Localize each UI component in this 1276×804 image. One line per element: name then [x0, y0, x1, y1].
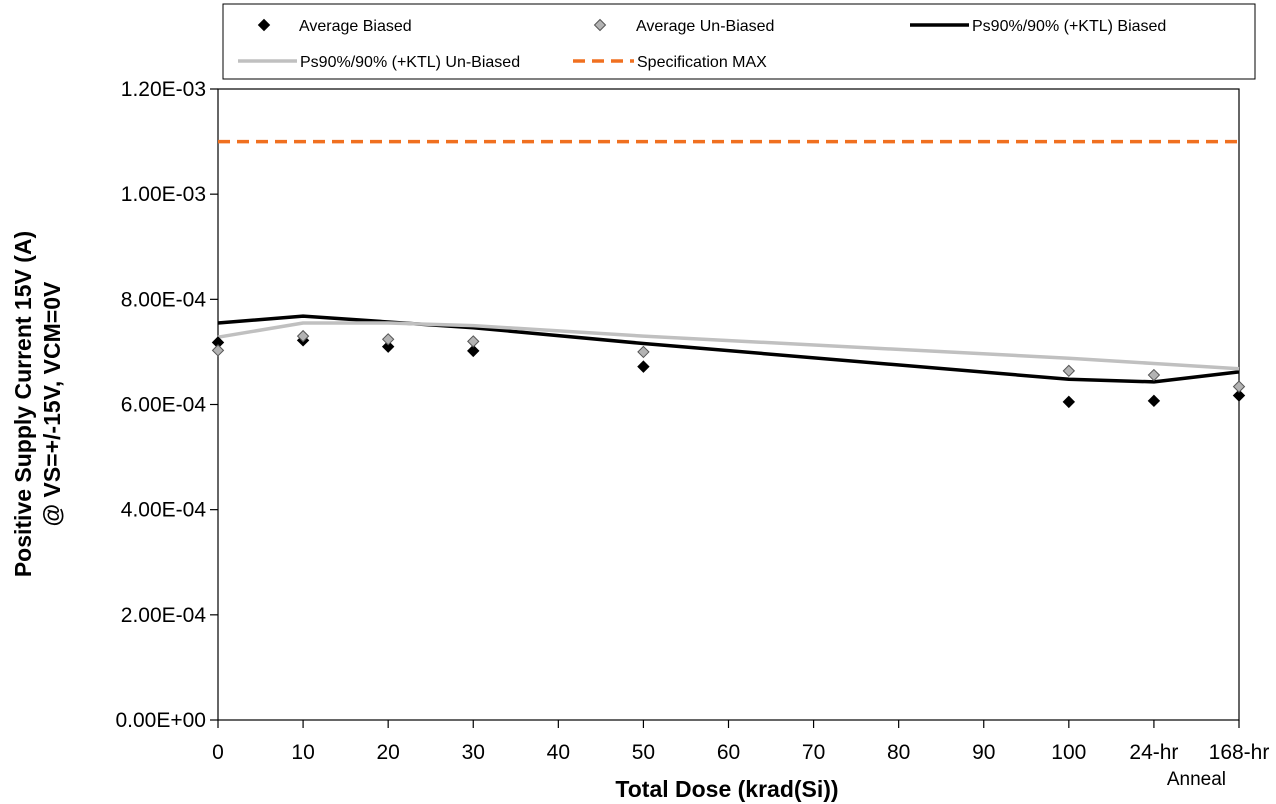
series-line	[217, 314, 1240, 384]
x-axis: 0 10 20 30 40 50 60 70 80 90 100 24-hr 168-hr Anneal	[212, 720, 1269, 790]
data-point	[1062, 395, 1076, 409]
data-point	[381, 333, 395, 346]
data-point	[296, 329, 310, 343]
legend-item: Average Un-Biased	[593, 18, 774, 35]
x-tick-label: 40	[547, 741, 570, 764]
legend-label: Average Biased	[299, 18, 412, 35]
x-tick-label: 24-hr	[1129, 741, 1178, 764]
legend-marker	[593, 18, 607, 32]
x-axis-title: Total Dose (krad(Si))	[615, 776, 838, 802]
x-tick-label: 10	[291, 741, 314, 764]
data-point	[467, 344, 480, 358]
legend-label: Average Un-Biased	[636, 18, 774, 35]
x-tick-label: 20	[376, 741, 399, 764]
series-markers	[211, 329, 1246, 393]
data-point	[211, 344, 225, 357]
y-tick-label: 1.20E-03	[121, 78, 206, 101]
data-point	[637, 360, 650, 373]
y-tick-label: 2.00E-04	[121, 604, 207, 627]
data-point	[1147, 368, 1161, 382]
y-tick-label: 0.00E+00	[115, 709, 206, 732]
legend-item: Specification MAX	[573, 54, 767, 71]
legend-item: Ps90%/90% (+KTL) Un-Biased	[238, 54, 520, 71]
x-tick-label: 0	[212, 741, 224, 764]
y-tick-label: 8.00E-04	[121, 288, 207, 311]
series-line	[217, 321, 1240, 371]
legend-frame	[222, 3, 1256, 80]
y-axis-title-line2: @ VS=+/-15V, VCM=0V	[39, 281, 65, 526]
data-point	[467, 335, 480, 348]
y-axis-title-line1: Positive Supply Current 15V (A)	[10, 231, 36, 577]
x-tick-sublabel: Anneal	[1167, 769, 1226, 790]
legend: Average Biased Average Un-Biased Ps90%/90%…	[222, 3, 1256, 80]
legend-marker	[257, 18, 271, 32]
data-point	[1147, 394, 1161, 408]
legend-label: Ps90%/90% (+KTL) Un-Biased	[300, 54, 520, 71]
data-point	[1232, 380, 1246, 393]
legend-item: Ps90%/90% (+KTL) Biased	[910, 18, 1166, 35]
x-tick-label: 80	[887, 741, 910, 764]
x-tick-label: 100	[1051, 741, 1086, 764]
legend-label: Ps90%/90% (+KTL) Biased	[972, 18, 1166, 35]
y-axis: 0.00E+00 2.00E-04 4.00E-04 6.00E-04 8.00E-04…	[115, 78, 218, 732]
x-tick-label: 50	[632, 741, 655, 764]
x-tick-label: 30	[462, 741, 485, 764]
data-point	[637, 345, 650, 359]
x-tick-label: 90	[972, 741, 995, 764]
legend-label: Specification MAX	[637, 54, 767, 71]
data-point	[381, 340, 395, 353]
data-point	[1062, 364, 1076, 378]
y-tick-label: 4.00E-04	[121, 499, 207, 522]
x-tick-label: 70	[802, 741, 825, 764]
x-tick-label: 168-hr	[1209, 741, 1270, 764]
series-line	[217, 321, 1240, 371]
series-layer	[211, 139, 1246, 409]
y-axis-title: Positive Supply Current 15V (A) @ VS=+/-…	[10, 231, 65, 577]
plot-frame	[217, 88, 1240, 721]
x-tick-label: 60	[717, 741, 740, 764]
data-point	[1232, 389, 1246, 402]
legend-item: Average Biased	[257, 18, 412, 35]
series-line	[217, 314, 1240, 384]
y-tick-label: 6.00E-04	[121, 394, 207, 417]
y-tick-label: 1.00E-03	[121, 183, 206, 206]
